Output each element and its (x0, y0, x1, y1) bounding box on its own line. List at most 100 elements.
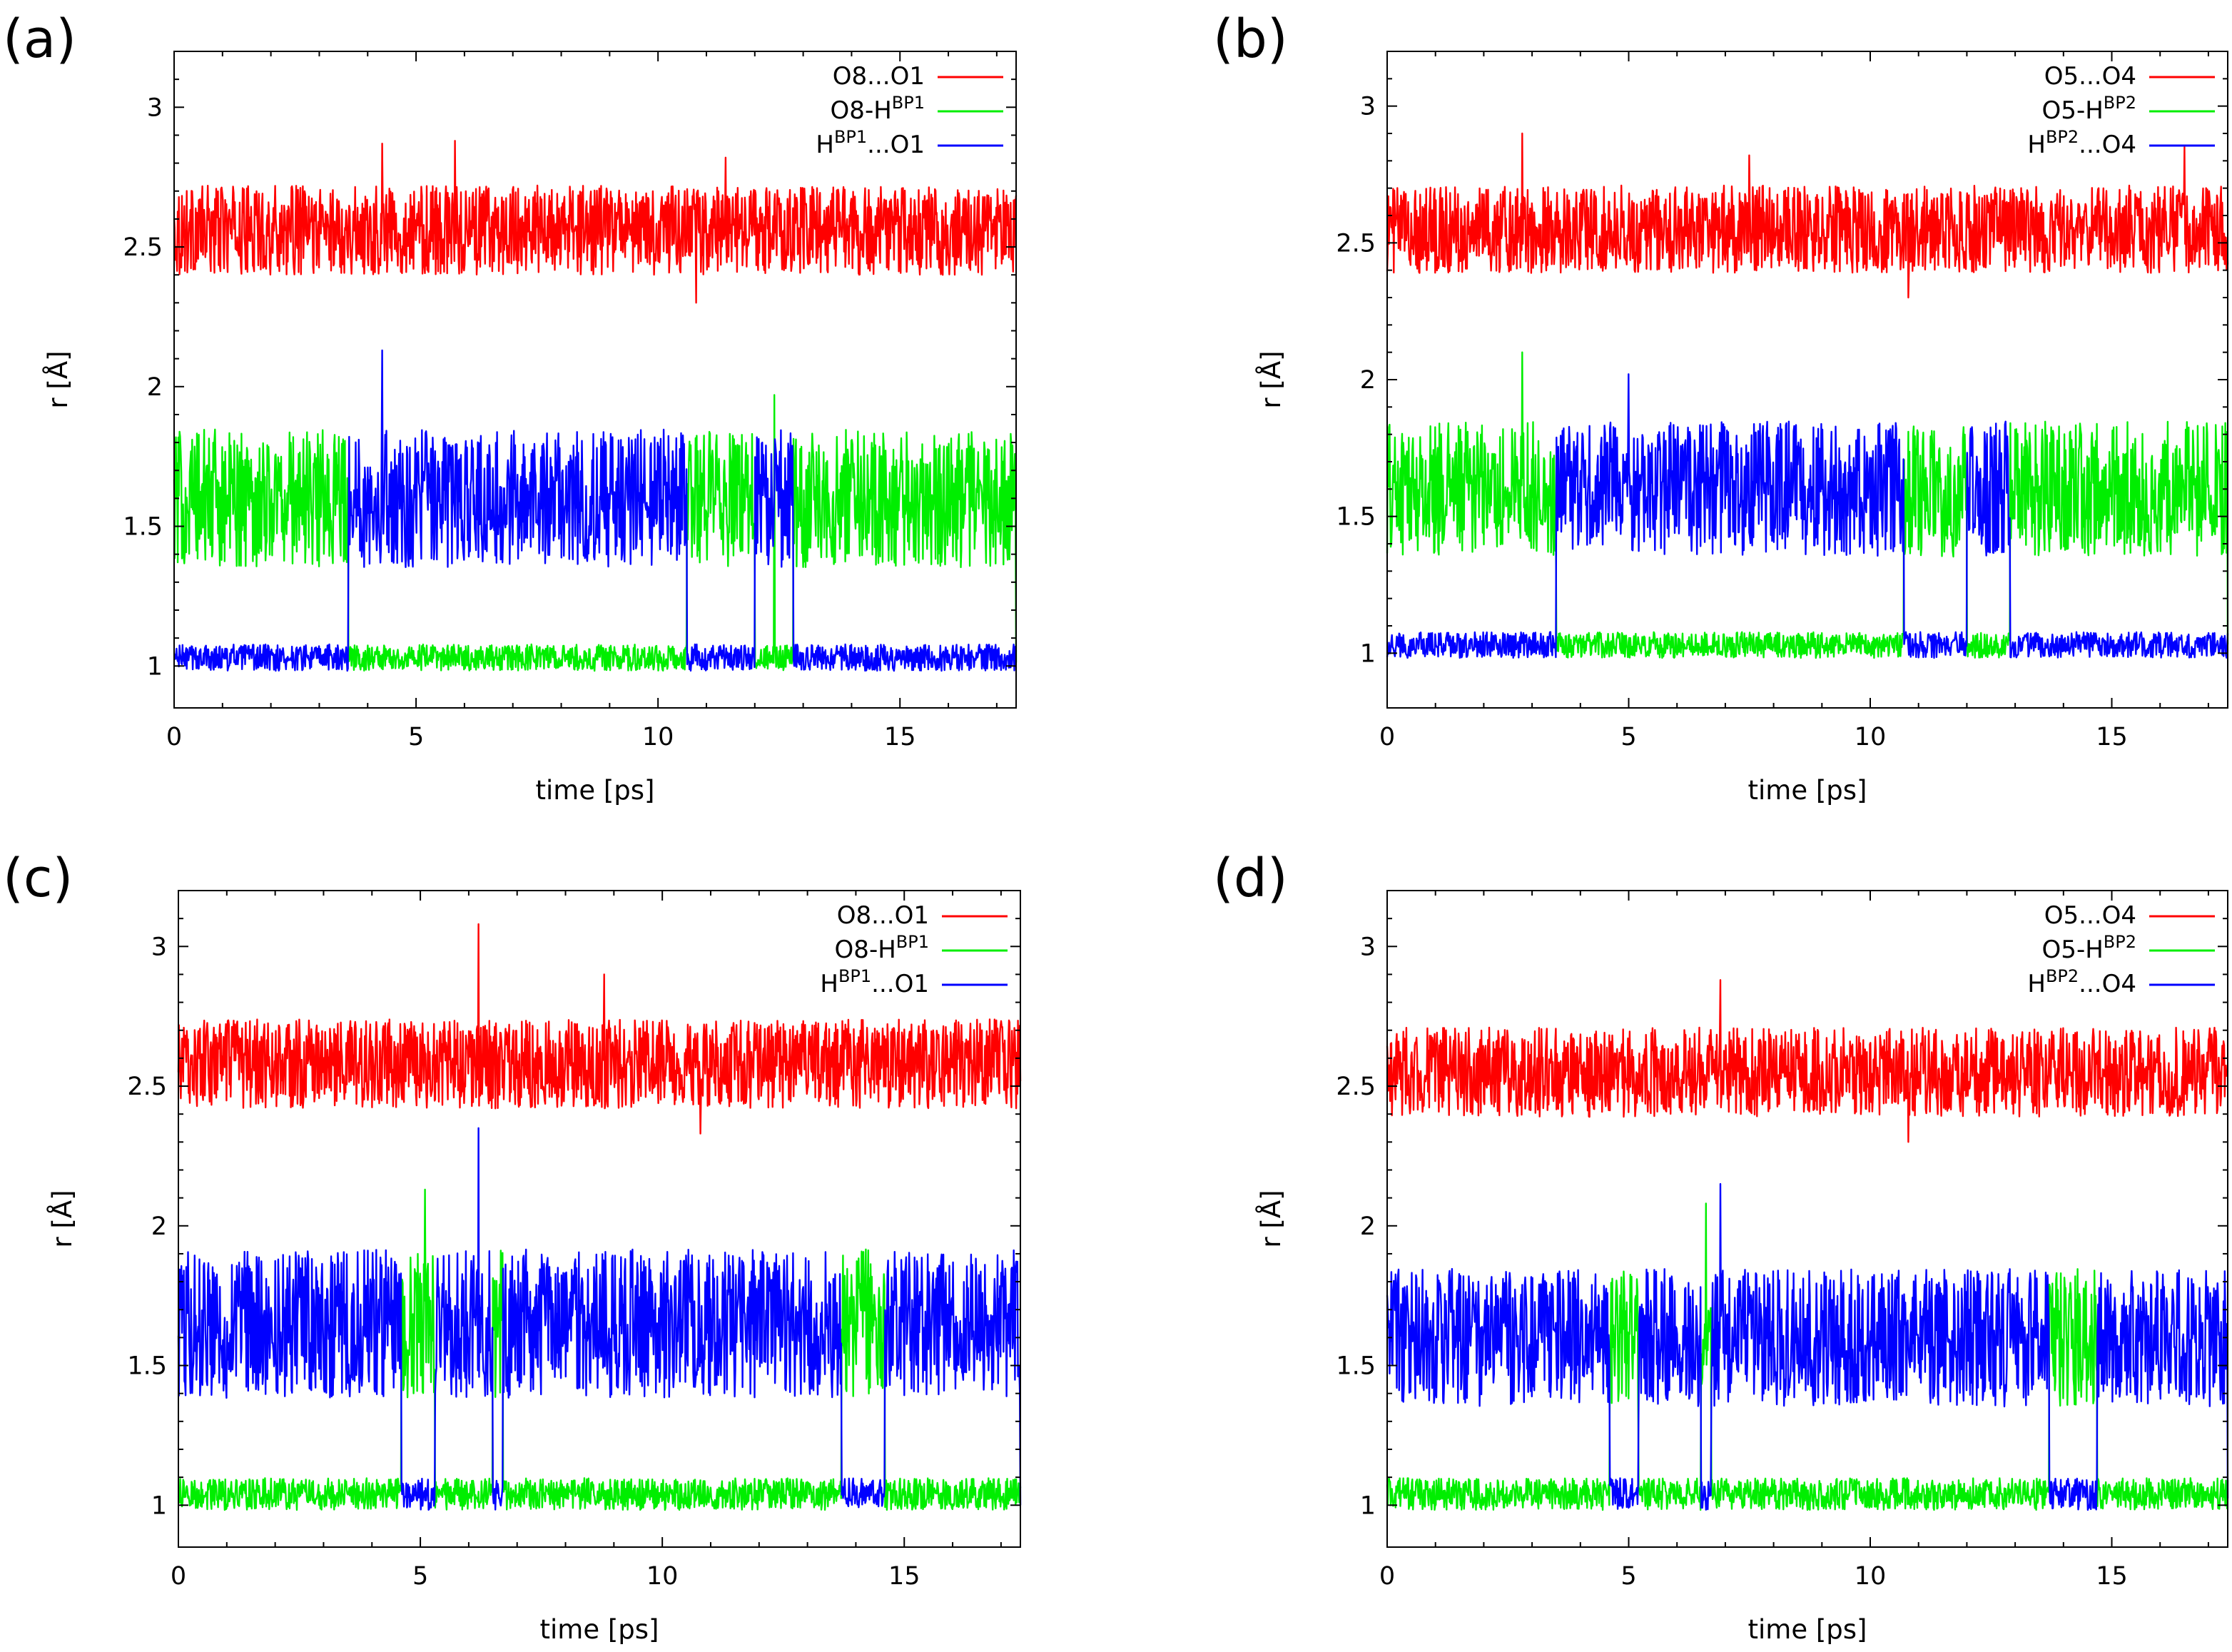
series-line-2 (173, 394, 1018, 672)
x-tick-label: 0 (1379, 1562, 1395, 1591)
series-group (1386, 979, 2229, 1511)
legend-entry: O8...O1 (837, 901, 929, 930)
series-line-3 (173, 349, 1018, 672)
x-tick-label: 0 (1379, 723, 1395, 751)
y-tick-label: 1.5 (1336, 503, 1376, 532)
plot-frame (173, 51, 1017, 709)
y-axis-label: r [Å] (1255, 350, 1287, 408)
x-axis-label: time [ps] (1748, 775, 1867, 806)
y-tick-label: 3 (147, 93, 163, 122)
legend-entry: O8...O1 (833, 62, 925, 91)
panel-label: (a) (3, 9, 76, 70)
y-tick-label: 3 (1360, 933, 1376, 961)
y-tick-label: 3 (1360, 93, 1376, 121)
x-tick-label: 10 (646, 1562, 679, 1591)
y-tick-label: 3 (151, 933, 167, 961)
legend-text: O8...O1 (833, 62, 925, 91)
x-tick-label: 5 (1620, 1562, 1636, 1591)
series-line-3 (177, 1127, 1022, 1511)
series-group (1386, 132, 2229, 659)
y-tick-label: 1 (151, 1491, 167, 1520)
legend-text: O5-H (2042, 936, 2104, 964)
series-line-3 (1386, 373, 2229, 659)
x-axis-label: time [ps] (1748, 1614, 1867, 1645)
legend-superscript: BP2 (2046, 127, 2079, 147)
legend-superscript: BP2 (2046, 966, 2079, 986)
x-tick-label: 10 (1855, 723, 1887, 751)
x-tick-label: 5 (1620, 723, 1636, 751)
legend-text-suffix: ...O4 (2079, 131, 2136, 159)
legend-text: O8-H (831, 96, 892, 125)
legend-superscript: BP2 (2104, 93, 2136, 113)
y-tick-label: 1.5 (123, 513, 163, 542)
series-line-3 (1386, 1182, 2229, 1511)
x-axis-label: time [ps] (536, 775, 655, 806)
y-tick-label: 2 (1360, 366, 1376, 395)
y-tick-label: 1.5 (1336, 1352, 1376, 1381)
legend-entry: HBP1...O1 (816, 127, 925, 159)
legend-entry: O5...O4 (2044, 62, 2136, 91)
series-line-1 (1386, 132, 2229, 299)
y-tick-label: 1 (147, 652, 163, 681)
legend-text: O5-H (2042, 96, 2104, 125)
legend-text: H (2027, 131, 2046, 159)
y-tick-label: 1.5 (127, 1352, 167, 1381)
x-axis-label: time [ps] (540, 1614, 659, 1645)
x-tick-label: 15 (888, 1562, 920, 1591)
x-tick-label: 10 (642, 723, 674, 751)
x-tick-label: 15 (2096, 723, 2128, 751)
series-line-1 (1386, 979, 2229, 1143)
legend-entry: O5-HBP2​ (2042, 932, 2136, 964)
legend-text: O5...O4 (2044, 901, 2136, 930)
legend-entry: HBP2...O4 (2027, 127, 2136, 159)
legend-entry: O5-HBP2​ (2042, 93, 2136, 125)
x-tick-label: 5 (412, 1562, 428, 1591)
legend-text-suffix: ...O4 (2079, 970, 2136, 998)
legend-entry: O8-HBP1​ (831, 93, 925, 125)
series-line-2 (177, 1188, 1022, 1511)
legend-text: O8-H (835, 936, 896, 964)
legend-text: H (820, 970, 838, 998)
legend-text-suffix: ...O1 (867, 131, 925, 159)
y-tick-label: 1 (1360, 1491, 1376, 1520)
y-tick-label: 2 (147, 373, 163, 402)
legend-text: H (2027, 970, 2046, 998)
x-tick-label: 15 (884, 723, 916, 751)
x-tick-label: 0 (171, 1562, 186, 1591)
legend-text: H (816, 131, 834, 159)
legend-text: O8...O1 (837, 901, 929, 930)
y-tick-label: 2 (151, 1212, 167, 1241)
y-axis-label: r [Å] (42, 350, 73, 408)
legend-superscript: BP1 (892, 93, 925, 113)
legend-text-suffix: ...O1 (871, 970, 929, 998)
legend-entry: O8-HBP1​ (835, 932, 929, 964)
series-group (177, 923, 1022, 1511)
legend-superscript: BP2 (2104, 932, 2136, 952)
series-line-2 (1386, 1202, 2229, 1511)
x-tick-label: 0 (166, 723, 182, 751)
y-tick-label: 2 (1360, 1212, 1376, 1241)
plot-frame (178, 890, 1021, 1548)
y-tick-label: 2.5 (123, 233, 163, 262)
legend-text: O5...O4 (2044, 62, 2136, 91)
y-tick-label: 2.5 (1336, 229, 1376, 258)
y-axis-label: r [Å] (1255, 1190, 1287, 1247)
x-tick-label: 10 (1855, 1562, 1887, 1591)
plot-frame (1386, 890, 2228, 1548)
y-tick-label: 2.5 (1336, 1073, 1376, 1101)
series-line-1 (177, 923, 1022, 1135)
panel-label: (c) (3, 848, 73, 909)
y-tick-label: 1 (1360, 639, 1376, 668)
legend-superscript: BP1 (834, 127, 867, 147)
y-axis-label: r [Å] (46, 1190, 78, 1247)
series-line-1 (173, 140, 1018, 304)
panel-label: (d) (1213, 848, 1288, 909)
series-group (173, 140, 1018, 672)
series-line-2 (1386, 351, 2229, 659)
y-tick-label: 2.5 (127, 1073, 167, 1101)
